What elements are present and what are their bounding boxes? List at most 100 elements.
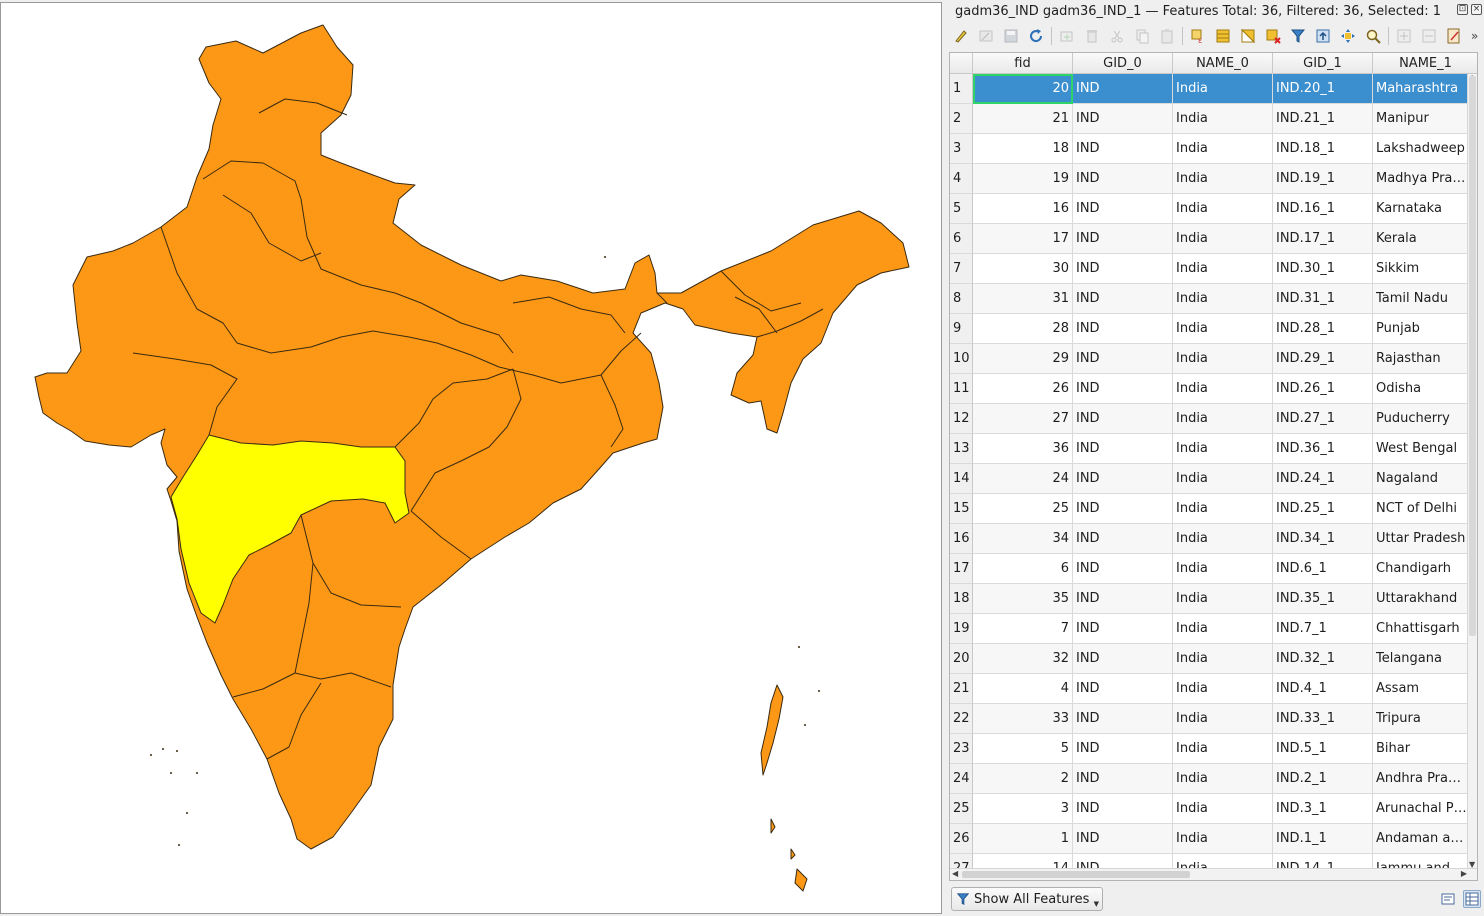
row-number[interactable]: 11 [950,374,973,404]
table-row[interactable]: 7 30 IND India IND.30_1 Sikkim [950,254,1469,284]
cell-fid[interactable]: 21 [973,104,1073,134]
cell-fid[interactable]: 5 [973,734,1073,764]
cell-fid[interactable]: 3 [973,794,1073,824]
scroll-down-icon[interactable]: ▼ [1469,860,1476,869]
cell-name0[interactable]: India [1173,74,1273,104]
row-number[interactable]: 13 [950,434,973,464]
cell-name1[interactable]: Punjab [1373,314,1469,344]
cell-fid[interactable]: 17 [973,224,1073,254]
row-number[interactable]: 5 [950,194,973,224]
row-number[interactable]: 18 [950,584,973,614]
row-number[interactable]: 26 [950,824,973,854]
cell-gid0[interactable]: IND [1073,554,1173,584]
copy-icon[interactable] [1132,26,1152,46]
cell-gid1[interactable]: IND.36_1 [1273,434,1373,464]
cell-gid1[interactable]: IND.31_1 [1273,284,1373,314]
table-row[interactable]: 21 4 IND India IND.4_1 Assam [950,674,1469,704]
table-row[interactable]: 26 1 IND India IND.1_1 Andaman a… [950,824,1469,854]
table-row[interactable]: 18 35 IND India IND.35_1 Uttarakhand [950,584,1469,614]
cell-gid1[interactable]: IND.21_1 [1273,104,1373,134]
cell-fid[interactable]: 7 [973,614,1073,644]
form-view-icon[interactable] [1439,890,1457,908]
cell-gid0[interactable]: IND [1073,254,1173,284]
table-row[interactable]: 17 6 IND India IND.6_1 Chandigarh [950,554,1469,584]
paste-icon[interactable] [1157,26,1177,46]
table-row[interactable]: 14 24 IND India IND.24_1 Nagaland [950,464,1469,494]
cell-gid0[interactable]: IND [1073,674,1173,704]
cell-name1[interactable]: Arunachal P… [1373,794,1469,824]
cell-name1[interactable]: Sikkim [1373,254,1469,284]
cell-gid0[interactable]: IND [1073,164,1173,194]
cell-gid1[interactable]: IND.1_1 [1273,824,1373,854]
cell-name0[interactable]: India [1173,554,1273,584]
cell-name0[interactable]: India [1173,464,1273,494]
cell-name0[interactable]: India [1173,164,1273,194]
cell-name1[interactable]: Chhattisgarh [1373,614,1469,644]
cell-name1[interactable]: Lakshadweep [1373,134,1469,164]
cell-name1[interactable]: Andhra Pra… [1373,764,1469,794]
table-row[interactable]: 13 36 IND India IND.36_1 West Bengal [950,434,1469,464]
cell-gid0[interactable]: IND [1073,74,1173,104]
column-header-fid[interactable]: fid [973,53,1073,74]
cell-name1[interactable]: Odisha [1373,374,1469,404]
cell-fid[interactable]: 20 [973,74,1073,104]
new-field-icon[interactable] [1394,26,1414,46]
cell-gid0[interactable]: IND [1073,464,1173,494]
cell-gid1[interactable]: IND.5_1 [1273,734,1373,764]
cell-gid1[interactable]: IND.35_1 [1273,584,1373,614]
cell-gid0[interactable]: IND [1073,104,1173,134]
cell-gid0[interactable]: IND [1073,704,1173,734]
cell-gid0[interactable]: IND [1073,614,1173,644]
table-row[interactable]: 20 32 IND India IND.32_1 Telangana [950,644,1469,674]
cell-gid1[interactable]: IND.27_1 [1273,404,1373,434]
row-number[interactable]: 10 [950,344,973,374]
cell-gid0[interactable]: IND [1073,434,1173,464]
cell-name0[interactable]: India [1173,734,1273,764]
row-number[interactable]: 27 [950,854,973,870]
cell-name1[interactable]: Kerala [1373,224,1469,254]
row-number[interactable]: 2 [950,104,973,134]
attribute-table[interactable]: fid GID_0 NAME_0 GID_1 NAME_1 1 20 IND Indi… [949,52,1478,881]
cell-fid[interactable]: 35 [973,584,1073,614]
cell-gid1[interactable]: IND.17_1 [1273,224,1373,254]
cell-gid1[interactable]: IND.33_1 [1273,704,1373,734]
cell-name0[interactable]: India [1173,404,1273,434]
cell-name1[interactable]: Nagaland [1373,464,1469,494]
table-row[interactable]: 15 25 IND India IND.25_1 NCT of Delhi [950,494,1469,524]
cell-name0[interactable]: India [1173,704,1273,734]
cell-name0[interactable]: India [1173,794,1273,824]
cell-name0[interactable]: India [1173,224,1273,254]
cell-name0[interactable]: India [1173,434,1273,464]
filter-selected-icon[interactable] [1288,26,1308,46]
cell-gid1[interactable]: IND.6_1 [1273,554,1373,584]
cell-fid[interactable]: 16 [973,194,1073,224]
row-number[interactable]: 21 [950,674,973,704]
table-row[interactable]: 5 16 IND India IND.16_1 Karnataka [950,194,1469,224]
cell-fid[interactable]: 4 [973,674,1073,704]
cell-name1[interactable]: Rajasthan [1373,344,1469,374]
table-row[interactable]: 25 3 IND India IND.3_1 Arunachal P… [950,794,1469,824]
row-number[interactable]: 3 [950,134,973,164]
zoom-to-selection-icon[interactable] [1363,26,1383,46]
select-by-expression-icon[interactable]: ε [1188,26,1208,46]
table-row[interactable]: 12 27 IND India IND.27_1 Puducherry [950,404,1469,434]
row-number[interactable]: 7 [950,254,973,284]
pan-to-selection-icon[interactable] [1338,26,1358,46]
toolbar-overflow-icon[interactable]: » [1471,29,1479,43]
close-window-icon[interactable]: × [1471,4,1482,15]
cell-name1[interactable]: Karnataka [1373,194,1469,224]
cell-gid1[interactable]: IND.18_1 [1273,134,1373,164]
cell-fid[interactable]: 29 [973,344,1073,374]
india-map[interactable] [1,3,941,913]
cell-gid0[interactable]: IND [1073,854,1173,870]
table-view-icon[interactable] [1463,890,1481,908]
cell-gid0[interactable]: IND [1073,794,1173,824]
row-number[interactable]: 17 [950,554,973,584]
row-number[interactable]: 19 [950,614,973,644]
column-header-name1[interactable]: NAME_1 [1373,53,1477,74]
column-header-gid1[interactable]: GID_1 [1273,53,1373,74]
cell-fid[interactable]: 6 [973,554,1073,584]
cell-gid0[interactable]: IND [1073,644,1173,674]
cell-gid0[interactable]: IND [1073,284,1173,314]
cell-fid[interactable]: 14 [973,854,1073,870]
